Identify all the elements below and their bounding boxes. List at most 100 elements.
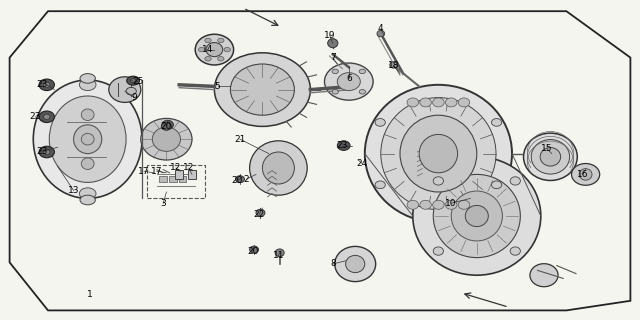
Ellipse shape xyxy=(510,177,520,185)
Ellipse shape xyxy=(375,181,385,189)
Text: 4: 4 xyxy=(378,24,383,33)
Ellipse shape xyxy=(39,146,54,158)
Text: 8: 8 xyxy=(330,260,335,268)
Ellipse shape xyxy=(433,247,444,255)
Ellipse shape xyxy=(492,181,502,189)
Ellipse shape xyxy=(400,115,477,192)
Ellipse shape xyxy=(256,209,265,216)
Text: 23: 23 xyxy=(337,141,348,150)
Ellipse shape xyxy=(458,200,470,209)
Ellipse shape xyxy=(49,96,126,182)
Text: 12: 12 xyxy=(170,164,182,172)
Ellipse shape xyxy=(420,200,431,209)
Ellipse shape xyxy=(359,90,365,94)
Ellipse shape xyxy=(224,47,230,52)
Text: 17: 17 xyxy=(138,167,150,176)
Ellipse shape xyxy=(275,249,284,257)
Text: 6: 6 xyxy=(346,74,351,83)
Text: 24: 24 xyxy=(356,159,367,168)
Ellipse shape xyxy=(218,38,224,43)
Ellipse shape xyxy=(205,57,211,61)
Ellipse shape xyxy=(74,125,102,154)
Ellipse shape xyxy=(337,141,350,150)
Text: 11: 11 xyxy=(273,252,284,260)
Bar xyxy=(179,176,186,182)
Ellipse shape xyxy=(81,133,94,145)
Text: 20: 20 xyxy=(161,122,172,131)
Text: 19: 19 xyxy=(324,31,335,40)
Ellipse shape xyxy=(492,118,502,126)
Ellipse shape xyxy=(381,98,496,210)
Text: 1: 1 xyxy=(87,290,92,299)
Ellipse shape xyxy=(44,82,50,87)
Ellipse shape xyxy=(407,200,419,209)
Text: 23: 23 xyxy=(36,148,47,156)
Ellipse shape xyxy=(390,62,397,68)
Ellipse shape xyxy=(79,79,96,91)
Ellipse shape xyxy=(445,200,457,209)
Text: 20: 20 xyxy=(247,247,259,256)
Ellipse shape xyxy=(524,133,577,180)
Ellipse shape xyxy=(445,98,457,107)
Ellipse shape xyxy=(230,64,294,115)
Bar xyxy=(159,176,167,182)
Ellipse shape xyxy=(33,80,142,198)
Ellipse shape xyxy=(346,255,365,273)
Ellipse shape xyxy=(365,85,512,222)
Ellipse shape xyxy=(127,76,140,85)
Ellipse shape xyxy=(79,188,96,199)
Ellipse shape xyxy=(419,134,458,173)
Text: 10: 10 xyxy=(445,199,457,208)
Ellipse shape xyxy=(433,177,444,185)
Ellipse shape xyxy=(236,176,244,183)
Ellipse shape xyxy=(152,127,180,151)
Ellipse shape xyxy=(131,79,136,83)
Text: 21: 21 xyxy=(234,135,246,144)
Ellipse shape xyxy=(530,264,558,287)
Text: 3: 3 xyxy=(161,199,166,208)
Ellipse shape xyxy=(531,140,570,174)
Ellipse shape xyxy=(579,169,592,180)
Ellipse shape xyxy=(80,195,95,205)
Text: 9: 9 xyxy=(132,93,137,102)
Ellipse shape xyxy=(39,111,54,123)
Ellipse shape xyxy=(328,39,338,48)
Ellipse shape xyxy=(359,69,365,74)
Ellipse shape xyxy=(332,90,339,94)
Ellipse shape xyxy=(332,69,339,74)
Ellipse shape xyxy=(572,164,600,185)
Text: 25: 25 xyxy=(132,77,143,86)
Ellipse shape xyxy=(161,123,172,130)
Text: 14: 14 xyxy=(202,45,214,54)
Text: 12: 12 xyxy=(183,164,195,172)
Ellipse shape xyxy=(195,34,234,65)
Text: 2: 2 xyxy=(244,175,249,184)
Bar xyxy=(169,176,177,182)
Ellipse shape xyxy=(433,174,520,258)
Ellipse shape xyxy=(214,53,310,126)
Text: 7: 7 xyxy=(330,53,335,62)
Ellipse shape xyxy=(80,74,95,83)
Ellipse shape xyxy=(337,73,360,91)
Ellipse shape xyxy=(465,205,488,227)
Text: 23: 23 xyxy=(29,112,41,121)
Ellipse shape xyxy=(540,148,561,166)
Text: 23: 23 xyxy=(36,80,47,89)
Text: 5: 5 xyxy=(215,82,220,91)
Ellipse shape xyxy=(451,191,502,241)
Ellipse shape xyxy=(81,109,94,121)
Ellipse shape xyxy=(420,98,431,107)
Ellipse shape xyxy=(433,200,444,209)
Ellipse shape xyxy=(510,247,520,255)
Ellipse shape xyxy=(335,246,376,282)
Ellipse shape xyxy=(407,98,419,107)
Bar xyxy=(188,170,196,179)
Ellipse shape xyxy=(324,63,373,100)
Ellipse shape xyxy=(44,114,50,119)
Ellipse shape xyxy=(413,157,541,275)
Ellipse shape xyxy=(198,47,205,52)
Text: 17: 17 xyxy=(151,167,163,176)
Ellipse shape xyxy=(250,246,259,253)
Text: 22: 22 xyxy=(253,210,265,219)
Ellipse shape xyxy=(81,158,94,170)
